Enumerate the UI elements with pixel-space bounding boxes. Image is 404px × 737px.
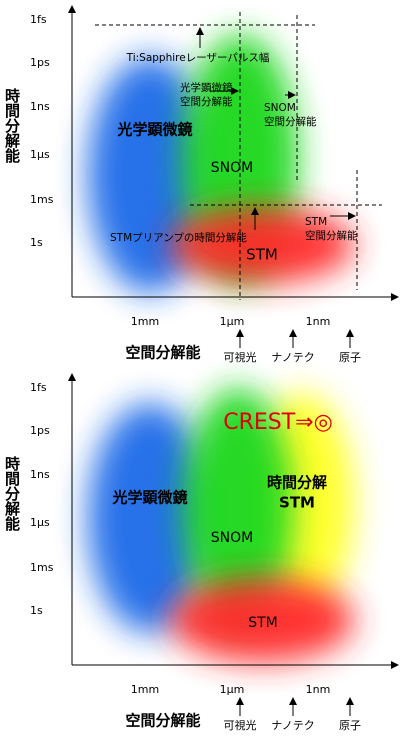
y-tick-label: 1s <box>30 604 43 617</box>
region-label: 光学顕微鏡 <box>116 121 192 139</box>
region-label: STM <box>246 246 278 264</box>
annotation: SNOM <box>264 102 296 114</box>
x-tick-label: 1µm <box>220 683 245 696</box>
region-label: 光学顕微鏡 <box>111 489 187 507</box>
y-tick-label: 1ns <box>30 468 50 481</box>
headline: CREST⇒◎ <box>223 410 333 435</box>
y-tick-label: 1ps <box>30 56 50 69</box>
marker-label: 可視光 <box>224 350 257 364</box>
y-tick-label: 1µs <box>30 148 50 161</box>
y-axis-label: 時間分解能 <box>3 455 21 532</box>
y-tick-label: 1fs <box>30 381 47 394</box>
annotation: STMプリアンプの時間分解能 <box>110 231 247 244</box>
x-tick-label: 1nm <box>306 315 331 328</box>
annotation: 空間分解能 <box>305 229 358 242</box>
region-blob <box>170 207 354 283</box>
x-tick-label: 1nm <box>306 683 331 696</box>
region-label: SNOM <box>211 530 253 546</box>
annotation: 空間分解能 <box>180 95 233 108</box>
x-tick-label: 1mm <box>131 683 159 696</box>
region-blob <box>170 578 354 662</box>
x-tick-label: 1mm <box>131 315 159 328</box>
region-label: STM <box>248 615 278 631</box>
region-blob <box>183 388 293 628</box>
marker-label: 原子 <box>339 719 361 732</box>
annotation: Ti:Sapphireレーザーパルス幅 <box>126 51 270 64</box>
marker-label: ナノテク <box>271 351 314 364</box>
region-label: STM <box>279 494 315 512</box>
marker-label: ナノテク <box>271 719 314 732</box>
x-axis-label: 空間分解能 <box>125 712 200 730</box>
y-tick-label: 1fs <box>30 13 47 26</box>
marker-label: 原子 <box>339 351 361 364</box>
annotation: 光学顕微鏡 <box>180 81 233 94</box>
x-tick-label: 1µm <box>220 315 245 328</box>
annotation: STM <box>305 216 327 228</box>
region-label: SNOM <box>211 160 253 176</box>
y-axis-label: 時間分解能 <box>3 87 21 164</box>
panel: 時間分解能空間分解能1fs1ps1ns1µs1ms1s1mm 1µm 1nm可視光ナ… <box>3 5 399 364</box>
y-tick-label: 1ns <box>30 100 50 113</box>
y-tick-label: 1ms <box>30 561 54 574</box>
x-axis-label: 空間分解能 <box>125 344 200 362</box>
region-label: 時間分解 <box>267 474 327 492</box>
y-tick-label: 1µs <box>30 516 50 529</box>
y-tick-label: 1ps <box>30 424 50 437</box>
region-blob <box>88 403 212 633</box>
annotation: 空間分解能 <box>264 115 317 128</box>
y-tick-label: 1s <box>30 236 43 249</box>
y-tick-label: 1ms <box>30 193 54 206</box>
marker-label: 可視光 <box>224 718 257 732</box>
